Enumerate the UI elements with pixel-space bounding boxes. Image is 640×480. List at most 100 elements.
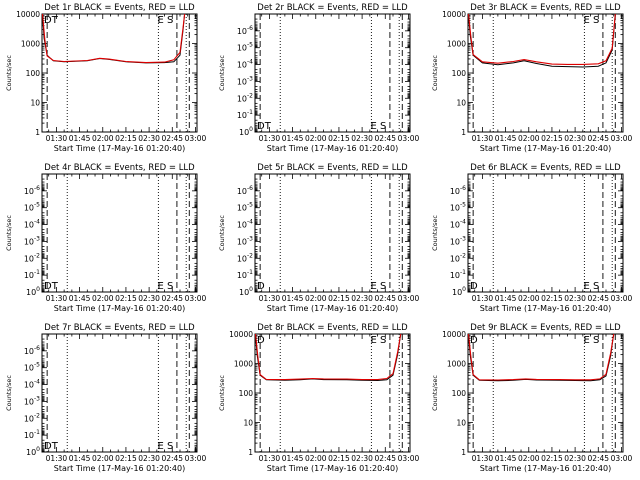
marker-letters-left: D	[470, 335, 478, 346]
y-tick-label: 10000	[442, 330, 466, 339]
x-tick-label: 01:45	[282, 294, 304, 303]
y-tick-label: 10-6	[24, 345, 40, 356]
panel-title: Det 1r BLACK = Events, RED = LLD	[44, 3, 195, 13]
y-tick-label: 10-2	[450, 252, 466, 263]
x-tick-label: 03:00	[398, 454, 420, 463]
x-tick-label: 02:00	[305, 294, 327, 303]
y-tick-label: 10-5	[24, 202, 40, 213]
x-tick-label: 03:00	[611, 134, 633, 143]
y-tick-label: 10	[456, 99, 466, 108]
y-tick-label: 10-6	[237, 185, 253, 196]
marker-letters-right: E S	[370, 121, 386, 132]
y-tick-label: 10-3	[237, 75, 253, 86]
lld-series-line	[468, 334, 615, 381]
marker-letters-left: DT	[44, 15, 59, 26]
y-axis-label: Counts/sec	[431, 215, 439, 251]
marker-letters-left: DT	[44, 281, 59, 292]
x-tick-label: 02:00	[92, 454, 114, 463]
x-tick-label: 01:30	[46, 134, 68, 143]
marker-letters-left: DT	[44, 441, 59, 452]
x-tick-label: 02:45	[587, 454, 609, 463]
x-tick-label: 02:15	[328, 134, 350, 143]
y-tick-label: 1000	[447, 360, 466, 369]
y-tick-label: 10-3	[450, 235, 466, 246]
x-tick-label: 02:45	[161, 134, 183, 143]
y-tick-label: 10-4	[24, 379, 40, 390]
plot-frame	[467, 333, 624, 453]
panel-title: Det 3r BLACK = Events, RED = LLD	[470, 3, 621, 13]
y-tick-label: 100	[239, 126, 253, 137]
x-tick-label: 02:15	[541, 294, 563, 303]
x-tick-label: 02:15	[115, 134, 137, 143]
x-tick-label: 02:00	[305, 134, 327, 143]
y-tick-label: 10-5	[237, 42, 253, 53]
x-tick-label: 01:45	[282, 454, 304, 463]
x-tick-label: 03:00	[185, 134, 207, 143]
y-axis-label: Counts/sec	[431, 55, 439, 91]
x-tick-label: 01:30	[259, 134, 281, 143]
x-axis-label: Start Time (17-May-16 01:20:40)	[267, 304, 398, 313]
detector-panel: Det 2r BLACK = Events, RED = LLD Counts/s…	[218, 3, 419, 153]
y-axis-label: Counts/sec	[218, 375, 226, 411]
marker-letters-right: E S	[157, 441, 173, 452]
x-tick-label: 01:45	[69, 294, 91, 303]
plot-frame	[41, 173, 198, 293]
marker-letters-right: E S	[583, 15, 599, 26]
y-tick-label: 10-2	[237, 252, 253, 263]
y-tick-label: 10-3	[237, 235, 253, 246]
x-tick-label: 02:00	[518, 134, 540, 143]
panel-title: Det 5r BLACK = Events, RED = LLD	[257, 163, 408, 173]
x-tick-label: 02:30	[564, 134, 586, 143]
y-tick-label: 10	[456, 419, 466, 428]
x-tick-label: 01:30	[259, 294, 281, 303]
x-tick-label: 02:30	[564, 294, 586, 303]
plot-frame	[254, 173, 411, 293]
x-tick-label: 02:15	[115, 294, 137, 303]
y-axis-label: Counts/sec	[5, 55, 13, 91]
x-tick-label: 01:30	[46, 294, 68, 303]
marker-letters-right: E S	[370, 335, 386, 346]
x-axis-label: Start Time (17-May-16 01:20:40)	[480, 304, 611, 313]
y-tick-label: 1000	[21, 40, 40, 49]
y-tick-label: 1	[461, 448, 466, 457]
detector-panel: Det 3r BLACK = Events, RED = LLD Counts/s…	[431, 3, 632, 153]
y-axis-label: Counts/sec	[5, 215, 13, 251]
panel-title: Det 8r BLACK = Events, RED = LLD	[257, 323, 408, 333]
detector-panel: Det 6r BLACK = Events, RED = LLD Counts/s…	[431, 163, 632, 313]
y-axis-label: Counts/sec	[218, 215, 226, 251]
x-tick-label: 01:30	[472, 134, 494, 143]
plot-frame	[254, 333, 411, 453]
x-axis-label: Start Time (17-May-16 01:20:40)	[54, 144, 185, 153]
panel-title: Det 6r BLACK = Events, RED = LLD	[470, 163, 621, 173]
y-tick-label: 10000	[442, 10, 466, 19]
detector-panel: Det 8r BLACK = Events, RED = LLD Counts/s…	[218, 323, 419, 473]
x-tick-label: 01:30	[472, 454, 494, 463]
y-tick-label: 10-5	[450, 202, 466, 213]
x-tick-label: 01:30	[259, 454, 281, 463]
x-tick-label: 03:00	[398, 294, 420, 303]
y-tick-label: 10-1	[237, 269, 253, 280]
y-tick-label: 10	[30, 99, 40, 108]
x-tick-label: 02:45	[374, 134, 396, 143]
plot-frame	[41, 333, 198, 453]
x-tick-label: 02:45	[161, 294, 183, 303]
x-tick-label: 01:45	[495, 454, 517, 463]
x-tick-label: 02:30	[351, 134, 373, 143]
panel-title: Det 4r BLACK = Events, RED = LLD	[44, 163, 195, 173]
x-tick-label: 01:45	[495, 134, 517, 143]
y-tick-label: 10-2	[24, 412, 40, 423]
marker-letters-left: D	[470, 281, 478, 292]
x-tick-label: 02:30	[351, 294, 373, 303]
x-tick-label: 02:15	[541, 454, 563, 463]
x-axis-label: Start Time (17-May-16 01:20:40)	[54, 464, 185, 473]
marker-letters-right: E S	[370, 281, 386, 292]
x-tick-label: 01:30	[46, 454, 68, 463]
y-tick-label: 10-6	[24, 185, 40, 196]
y-tick-label: 1000	[234, 360, 253, 369]
marker-letters-left: D	[257, 281, 265, 292]
x-tick-label: 03:00	[398, 134, 420, 143]
x-tick-label: 02:45	[374, 454, 396, 463]
x-tick-label: 02:00	[518, 454, 540, 463]
y-tick-label: 10-3	[24, 235, 40, 246]
